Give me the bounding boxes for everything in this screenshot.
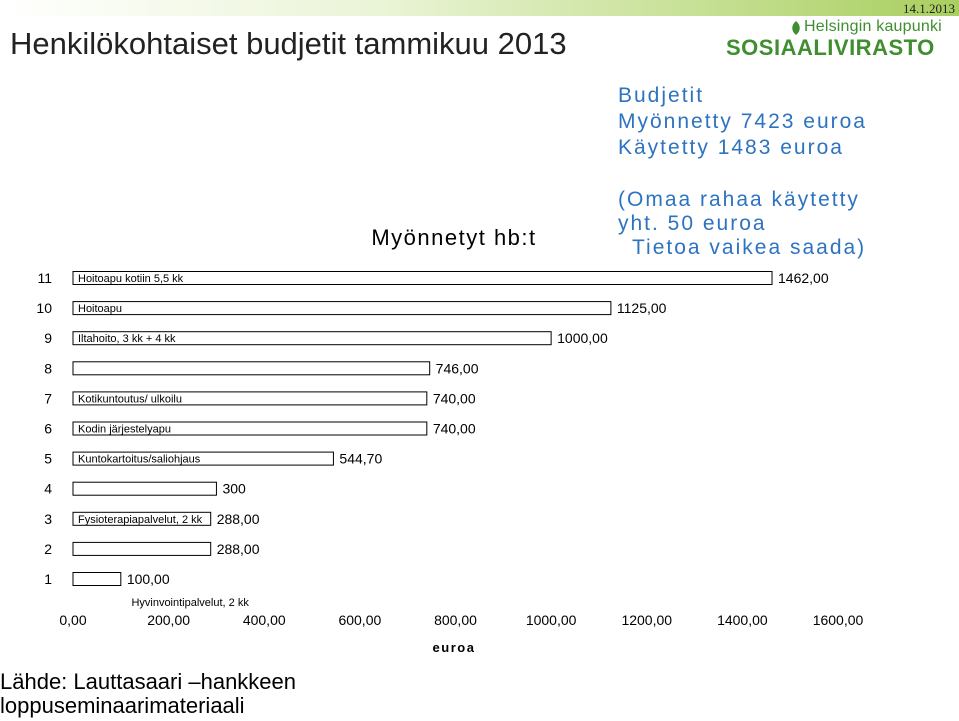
value-label-6: 740,00 bbox=[433, 421, 476, 437]
bar-6 bbox=[72, 421, 428, 436]
category-label-5: 5 bbox=[44, 451, 52, 467]
bar-name-7: Kotikuntoutus/ ulkoilu bbox=[78, 393, 182, 405]
category-label-6: 6 bbox=[44, 421, 52, 437]
date-label: 14.1.2013 bbox=[903, 1, 955, 16]
bar-2 bbox=[72, 541, 212, 556]
category-label-4: 4 bbox=[44, 481, 52, 497]
category-label-9: 9 bbox=[44, 330, 52, 346]
category-label-2: 2 bbox=[44, 541, 52, 557]
bar-4 bbox=[72, 481, 217, 496]
x-tick-label-3: 600,00 bbox=[338, 612, 381, 628]
category-label-10: 10 bbox=[36, 300, 52, 316]
value-label-8: 746,00 bbox=[436, 360, 479, 376]
x-tick-label-2: 400,00 bbox=[243, 612, 286, 628]
value-label-10: 1125,00 bbox=[617, 300, 667, 316]
value-label-1: 100,00 bbox=[127, 571, 170, 587]
value-label-11: 1462,00 bbox=[778, 270, 829, 286]
category-label-8: 8 bbox=[44, 360, 52, 376]
bar-name-9: Iltahoito, 3 kk + 4 kk bbox=[78, 333, 176, 345]
source-line-1: Lähde: Lauttasaari –hankkeen bbox=[0, 669, 297, 694]
bar-name-10: Hoitoapu bbox=[78, 303, 122, 315]
category-label-11: 11 bbox=[37, 270, 52, 286]
bar-11 bbox=[72, 271, 773, 285]
x-tick-label-1: 200,00 bbox=[147, 612, 190, 628]
x-tick-label-0: 0,00 bbox=[59, 612, 86, 628]
bar-name-3: Fysioterapiapalvelut, 2 kk bbox=[78, 514, 203, 526]
category-label-1: 1 bbox=[44, 571, 52, 587]
x-tick-label-6: 1200,00 bbox=[621, 612, 672, 628]
source-note: Lähde: Lauttasaari –hankkeen loppusemina… bbox=[0, 670, 296, 718]
top-banner bbox=[0, 0, 959, 16]
source-line-2: loppuseminaarimateriaali bbox=[0, 693, 245, 718]
category-label-3: 3 bbox=[44, 511, 52, 527]
note-line-3: Tietoa vaikea saada) bbox=[632, 236, 867, 259]
leaf-icon bbox=[792, 21, 800, 35]
own-money-note: (Omaa rahaa käytetty yht. 50 euroa Tieto… bbox=[618, 188, 866, 260]
chart-title: Myönnetyt hb:t bbox=[371, 225, 536, 250]
bar-8 bbox=[72, 361, 431, 376]
bar-name-6: Kodin järjestelyapu bbox=[78, 424, 171, 436]
bar-name-5: Kuntokartoitus/saliohjaus bbox=[78, 454, 201, 466]
bar-3 bbox=[72, 511, 212, 526]
budget-heading: Budjetit bbox=[618, 84, 705, 107]
x-axis-label: euroa bbox=[433, 640, 476, 655]
slide-title: Henkilökohtaiset budjetit tammikuu 2013 bbox=[10, 26, 567, 61]
note-line-1: (Omaa rahaa käytetty bbox=[618, 188, 860, 211]
x-tick-label-8: 1600,00 bbox=[813, 612, 864, 628]
bar-10 bbox=[72, 301, 612, 316]
budget-granted: Myönnetty 7423 euroa bbox=[618, 110, 867, 133]
x-tick-label-4: 800,00 bbox=[434, 612, 477, 628]
value-label-7: 740,00 bbox=[433, 390, 476, 406]
logo-department: SOSIAALIVIRASTO bbox=[726, 35, 935, 60]
value-label-2: 288,00 bbox=[217, 541, 260, 557]
bar-1 bbox=[72, 572, 122, 586]
logo-city-name: Helsingin kaupunki bbox=[804, 18, 942, 35]
value-label-3: 288,00 bbox=[217, 511, 260, 527]
budget-used: Käytetty 1483 euroa bbox=[618, 136, 844, 159]
value-label-4: 300 bbox=[222, 481, 246, 497]
x-tick-label-7: 1400,00 bbox=[717, 612, 768, 628]
bar-5 bbox=[72, 451, 334, 466]
city-logo: Helsingin kaupunki SOSIAALIVIRASTO bbox=[726, 16, 946, 64]
value-label-9: 1000,00 bbox=[557, 330, 608, 346]
value-label-5: 544,70 bbox=[339, 451, 382, 467]
bar-name-1: Hyvinvointipalvelut, 2 kk bbox=[131, 597, 249, 609]
bar-name-11: Hoitoapu kotiin 5,5 kk bbox=[78, 273, 184, 285]
bar-9 bbox=[72, 331, 552, 346]
note-line-2: yht. 50 euroa bbox=[618, 212, 767, 235]
category-label-7: 7 bbox=[44, 390, 52, 406]
budget-summary: Budjetit Myönnetty 7423 euroa Käytetty 1… bbox=[618, 83, 867, 161]
bar-7 bbox=[72, 391, 428, 406]
x-tick-label-5: 1000,00 bbox=[526, 612, 577, 628]
